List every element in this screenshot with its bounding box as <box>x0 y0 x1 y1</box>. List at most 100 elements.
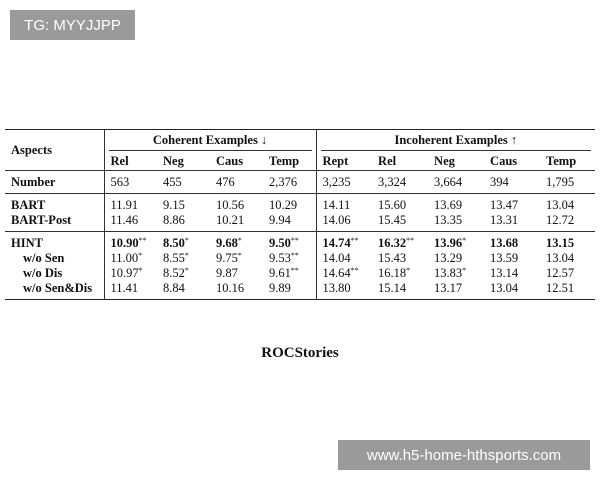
table-cell: 15.60 <box>372 194 428 214</box>
table-cell: 563 <box>104 171 157 194</box>
cell-value: 3,235 <box>322 175 351 189</box>
row-label: HINT <box>5 231 105 251</box>
watermark: TG: MYYJJPP <box>10 10 135 40</box>
group-header: Incoherent Examples ↑ <box>316 130 595 153</box>
caption: ROCStories <box>261 345 339 361</box>
column-header: Temp <box>263 152 317 171</box>
table-cell: 11.46 <box>104 213 157 232</box>
cell-value: 14.11 <box>322 198 351 212</box>
cell-value: 13.14 <box>490 266 519 280</box>
cell-value: 9.89 <box>269 281 291 295</box>
cell-value: 10.90 <box>110 236 139 250</box>
significance-mark: ** <box>138 236 147 245</box>
table-cell: 9.87 <box>210 266 263 281</box>
table-cell: 10.16 <box>210 281 263 300</box>
significance-mark: * <box>184 251 189 260</box>
table-cell: 13.83* <box>428 266 484 281</box>
cell-value: 15.60 <box>378 198 407 212</box>
column-header: Caus <box>490 153 518 168</box>
table-section: Number 563 455 476 2,376 3,235 3,324 3,664 394 1,… <box>5 170 596 194</box>
significance-mark: ** <box>406 236 415 245</box>
table-cell: 14.04 <box>316 251 372 266</box>
cell-value: 10.97 <box>110 266 139 280</box>
table-cell: 9.15 <box>157 194 210 214</box>
cell-value: 8.52 <box>163 266 185 280</box>
cell-value: 13.35 <box>434 213 463 227</box>
column-header: Neg <box>163 153 184 168</box>
table-cell: 14.06 <box>316 213 372 232</box>
header-row: Rel Neg Caus Temp Rept Rel Neg Caus Temp <box>5 152 595 171</box>
cell-value: 11.46 <box>110 213 139 227</box>
cell-value: 10.56 <box>216 198 245 212</box>
cell-value: 13.31 <box>490 213 519 227</box>
row-label: BART <box>5 193 105 213</box>
cell-value: 11.91 <box>110 198 139 212</box>
row-label: w/o Dis <box>5 266 105 281</box>
table-row: BART-Post 11.46 8.86 10.21 9.94 14.06 15.45 13.… <box>5 213 595 232</box>
table-cell: 8.55* <box>157 251 210 266</box>
table-cell: 9.68* <box>210 232 263 252</box>
table-cell: 455 <box>157 171 210 194</box>
cell-value: 394 <box>490 175 509 189</box>
cell-value: 13.04 <box>546 251 575 265</box>
table-cell: 3,235 <box>316 171 372 194</box>
table-cell: 13.80 <box>316 281 372 300</box>
significance-mark: * <box>462 266 467 275</box>
results-table: Aspects Coherent Examples ↓ Incoherent Exa… <box>5 129 596 300</box>
cell-value: 9.75 <box>216 251 238 265</box>
table-cell: 1,795 <box>540 171 595 194</box>
significance-mark: * <box>237 251 242 260</box>
row-label: w/o Sen&Dis <box>5 281 105 300</box>
significance-mark: ** <box>290 236 299 245</box>
table-cell: 13.17 <box>428 281 484 300</box>
table-cell: 9.53** <box>263 251 317 266</box>
table-cell: 13.04 <box>540 251 595 266</box>
table-cell: 8.52* <box>157 266 210 281</box>
table-row: w/o Sen 11.00* 8.55* 9.75* 9.53** 14.04 15.43 1… <box>5 251 595 266</box>
table-cell: 3,664 <box>428 171 484 194</box>
cell-value: 10.29 <box>269 198 298 212</box>
table-cell: 13.59 <box>484 251 540 266</box>
table-cell: 13.04 <box>540 194 595 214</box>
cell-value: 13.04 <box>546 198 575 212</box>
corner-header: Aspects <box>5 129 105 171</box>
table-cell: 10.21 <box>210 213 263 232</box>
column-header: Caus <box>216 153 244 168</box>
column-header: Neg <box>434 153 455 168</box>
table-cell: 10.56 <box>210 194 263 214</box>
significance-mark: * <box>406 266 411 275</box>
cell-value: 15.43 <box>378 251 407 265</box>
cell-value: 12.72 <box>546 213 575 227</box>
cell-value: 15.45 <box>378 213 407 227</box>
cell-value: 9.53 <box>269 251 291 265</box>
cell-value: 9.61 <box>269 266 291 280</box>
table-cell: 13.15 <box>540 232 595 252</box>
table-cell: 13.04 <box>484 281 540 300</box>
table-row: w/o Dis 10.97* 8.52* 9.87 9.61** 14.64** 16.18… <box>5 266 595 281</box>
table-cell: 16.32** <box>372 232 428 252</box>
cell-value: 8.84 <box>163 281 185 295</box>
table-cell: 394 <box>484 171 540 194</box>
table-cell: 11.41 <box>104 281 157 300</box>
cell-value: 10.16 <box>216 281 245 295</box>
header-row: Aspects Coherent Examples ↓ Incoherent Exa… <box>5 129 595 171</box>
column-header: Temp <box>546 153 577 168</box>
cell-value: 13.80 <box>322 281 351 295</box>
cell-value: 13.47 <box>490 198 519 212</box>
cell-value: 9.68 <box>216 236 238 250</box>
significance-mark: * <box>138 251 143 260</box>
significance-mark: ** <box>290 266 299 275</box>
cell-value: 9.50 <box>269 236 291 250</box>
cell-value: 13.17 <box>434 281 463 295</box>
cell-value: 14.04 <box>322 251 351 265</box>
group-label: Incoherent Examples ↑ <box>320 131 592 151</box>
table-section: HINT 10.90** 8.50* 9.68* 9.50** 14.74** 16.32*… <box>5 231 596 300</box>
table-row: HINT 10.90** 8.50* 9.68* 9.50** 14.74** 16.32*… <box>5 231 595 252</box>
column-header: Rel <box>110 153 129 168</box>
table-cell: 8.86 <box>157 213 210 232</box>
table-cell: 9.61** <box>263 266 317 281</box>
table-cell: 14.74** <box>316 232 372 252</box>
cell-value: 12.51 <box>546 281 575 295</box>
table-cell: 14.11 <box>316 194 372 214</box>
cell-value: 13.83 <box>434 266 463 280</box>
